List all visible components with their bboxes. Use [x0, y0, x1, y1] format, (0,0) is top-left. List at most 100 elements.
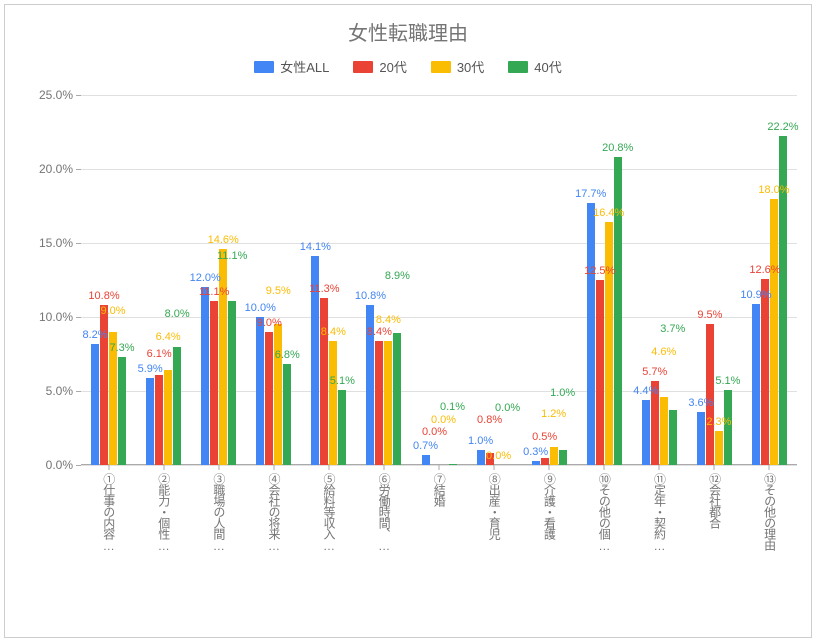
value-label: 8.4%: [367, 327, 392, 338]
bar-20s: [761, 279, 769, 465]
bar-all: [697, 412, 705, 465]
y-tick-label: 0.0%: [46, 458, 81, 472]
bar-group: [752, 95, 787, 465]
value-label: 0.7%: [413, 441, 438, 452]
value-label: 5.9%: [138, 364, 163, 375]
legend: 女性ALL 20代 30代 40代: [5, 57, 811, 76]
bar-20s: [541, 458, 549, 465]
chart-container: 女性転職理由 女性ALL20代30代40代 0.0%5.0%10.0%15.0%…: [4, 4, 812, 638]
chart-title: 女性転職理由: [5, 17, 811, 46]
value-label: 2.3%: [706, 417, 731, 428]
value-label: 3.7%: [660, 324, 685, 335]
value-label: 20.8%: [602, 143, 633, 154]
bar-20s: [706, 324, 714, 465]
x-tick-label: ⑥労働時間、…: [377, 473, 391, 623]
value-label: 1.2%: [541, 409, 566, 420]
value-label: 22.2%: [767, 122, 798, 133]
x-tick-mark: [714, 465, 715, 470]
bar-20s: [375, 341, 383, 465]
bar-30s: [274, 324, 282, 465]
x-tick-mark: [108, 465, 109, 470]
x-tick-mark: [439, 465, 440, 470]
bar-30s: [384, 341, 392, 465]
value-label: 12.0%: [190, 273, 221, 284]
value-label: 14.6%: [208, 235, 239, 246]
bar-20s: [596, 280, 604, 465]
bar-all: [477, 450, 485, 465]
y-tick-label: 10.0%: [39, 310, 81, 324]
bar-all: [422, 455, 430, 465]
legend-label: 女性ALL: [280, 57, 329, 76]
x-tick-label: ⑪定年・契約…: [652, 473, 666, 623]
bar-30s: [605, 222, 613, 465]
value-label: 10.0%: [245, 303, 276, 314]
y-tick-label: 15.0%: [39, 236, 81, 250]
value-label: 1.0%: [550, 388, 575, 399]
legend-item-40s: 40代: [508, 57, 561, 76]
bar-40s: [393, 333, 401, 465]
value-label: 9.0%: [100, 306, 125, 317]
value-label: 0.0%: [495, 403, 520, 414]
value-label: 0.0%: [422, 427, 447, 438]
bar-40s: [614, 157, 622, 465]
value-label: 6.8%: [275, 350, 300, 361]
value-label: 16.4%: [593, 208, 624, 219]
x-tick-label: ②能力・個性…: [156, 473, 170, 623]
x-tick-mark: [604, 465, 605, 470]
x-tick-mark: [273, 465, 274, 470]
value-label: 9.0%: [257, 318, 282, 329]
bar-40s: [338, 390, 346, 465]
value-label: 10.8%: [355, 291, 386, 302]
value-label: 3.6%: [688, 398, 713, 409]
x-tick-mark: [769, 465, 770, 470]
legend-swatch: [431, 61, 451, 73]
bar-group: [256, 95, 291, 465]
value-label: 0.1%: [440, 402, 465, 413]
value-label: 10.9%: [740, 290, 771, 301]
value-label: 5.1%: [330, 376, 355, 387]
x-tick-label: ⑨介護・看護: [542, 473, 556, 623]
bar-30s: [329, 341, 337, 465]
y-tick-label: 25.0%: [39, 88, 81, 102]
bar-group: [697, 95, 732, 465]
value-label: 12.6%: [749, 265, 780, 276]
bar-20s: [210, 301, 218, 465]
bar-40s: [283, 364, 291, 465]
x-tick-label: ⑩その他の個…: [597, 473, 611, 623]
value-label: 0.0%: [431, 415, 456, 426]
bar-all: [146, 378, 154, 465]
legend-swatch: [353, 61, 373, 73]
x-tick-label: ⑬その他の理由: [762, 473, 776, 623]
x-tick-label: ⑤給料等収入…: [322, 473, 336, 623]
value-label: 0.5%: [532, 432, 557, 443]
value-label: 8.4%: [321, 327, 346, 338]
legend-label: 20代: [379, 57, 406, 76]
bar-30s: [715, 431, 723, 465]
x-tick-label: ⑫会社都合: [707, 473, 721, 623]
value-label: 12.5%: [584, 266, 615, 277]
value-label: 11.3%: [309, 284, 339, 295]
legend-item-30s: 30代: [431, 57, 484, 76]
legend-item-20s: 20代: [353, 57, 406, 76]
x-tick-mark: [383, 465, 384, 470]
bar-40s: [669, 410, 677, 465]
value-label: 4.6%: [651, 347, 676, 358]
x-tick-mark: [328, 465, 329, 470]
value-label: 0.8%: [477, 415, 502, 426]
bar-group: [91, 95, 126, 465]
bar-40s: [173, 347, 181, 465]
value-label: 9.5%: [697, 310, 722, 321]
bar-all: [256, 317, 264, 465]
x-tick-label: ⑧出産・育児: [487, 473, 501, 623]
y-tick-label: 20.0%: [39, 162, 81, 176]
value-label: 10.8%: [88, 291, 119, 302]
value-label: 0.0%: [486, 451, 511, 462]
bar-all: [752, 304, 760, 465]
bar-40s: [559, 450, 567, 465]
value-label: 8.0%: [165, 309, 190, 320]
bar-40s: [118, 357, 126, 465]
x-tick-mark: [659, 465, 660, 470]
legend-label: 40代: [534, 57, 561, 76]
legend-item-all: 女性ALL: [254, 57, 329, 76]
value-label: 17.7%: [575, 189, 606, 200]
